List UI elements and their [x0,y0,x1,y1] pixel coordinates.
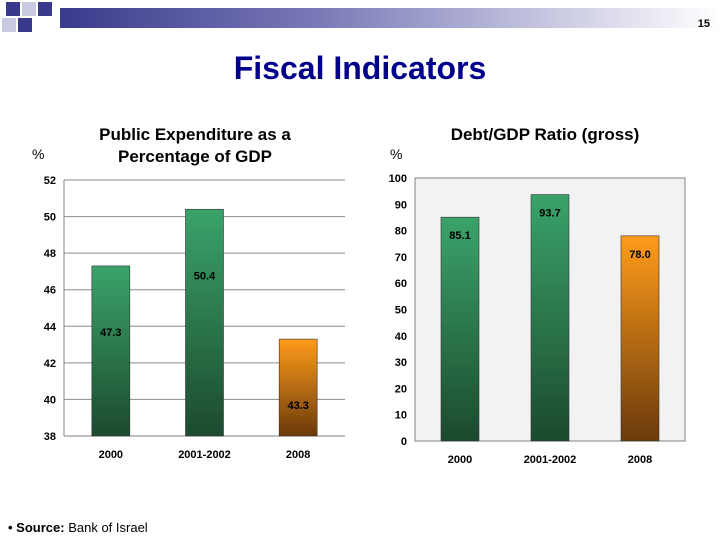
y-tick-label: 100 [389,173,407,185]
source-label: • Source: [8,520,65,535]
debt-gdp-chart: 0 10 20 30 40 50 60 70 80 90 100 85.1 2000 93.7 2001-2… [389,173,686,466]
y-tick-label: 50 [395,305,407,317]
left-chart-ylabel: % [32,146,45,162]
data-label: 50.4 [194,270,216,282]
x-tick-label: 2008 [286,449,310,461]
bar [530,194,570,442]
y-tick-label: 10 [395,410,407,422]
y-tick-label: 48 [44,248,56,260]
y-tick-label: 44 [44,321,57,333]
x-tick-label: 2001-2002 [178,449,231,461]
bar [278,338,318,437]
data-label: 47.3 [100,327,121,339]
data-label: 43.3 [287,400,308,412]
corner-decoration [2,2,52,32]
right-chart-ylabel: % [390,146,403,162]
source-note: • Source: Bank of Israel [8,520,148,535]
header-bar [60,8,720,28]
y-tick-label: 60 [395,278,407,290]
y-tick-label: 80 [395,226,407,238]
x-tick-label: 2000 [448,454,472,466]
y-tick-label: 38 [44,431,56,443]
y-tick-label: 40 [395,331,407,343]
left-chart-title: Public Expenditure as a Percentage of GD… [99,125,291,166]
y-tick-label: 30 [395,357,407,369]
x-tick-label: 2001-2002 [524,454,577,466]
source-text: Bank of Israel [68,520,148,535]
y-tick-label: 70 [395,252,407,264]
y-tick-label: 0 [401,436,407,448]
y-tick-label: 50 [44,212,56,224]
y-tick-label: 90 [395,199,407,211]
y-tick-label: 46 [44,285,56,297]
data-label: 78.0 [629,249,650,261]
y-tick-label: 20 [395,383,407,395]
public-expenditure-chart: 38 40 42 44 46 48 50 52 47.3 2000 50.4 2001-2002 43.… [44,175,345,461]
page-title: Fiscal Indicators [233,50,487,86]
y-tick-label: 42 [44,358,56,370]
data-label: 85.1 [449,230,470,242]
y-tick-label: 52 [44,175,56,187]
x-tick-label: 2000 [99,449,123,461]
data-label: 93.7 [539,208,560,220]
page-number: 15 [697,18,710,30]
bar [185,208,224,437]
right-chart-title: Debt/GDP Ratio (gross) [450,125,640,144]
bar [91,265,131,437]
x-tick-label: 2008 [628,454,652,466]
y-tick-label: 40 [44,394,56,406]
bar [620,235,660,442]
bar [440,216,480,442]
